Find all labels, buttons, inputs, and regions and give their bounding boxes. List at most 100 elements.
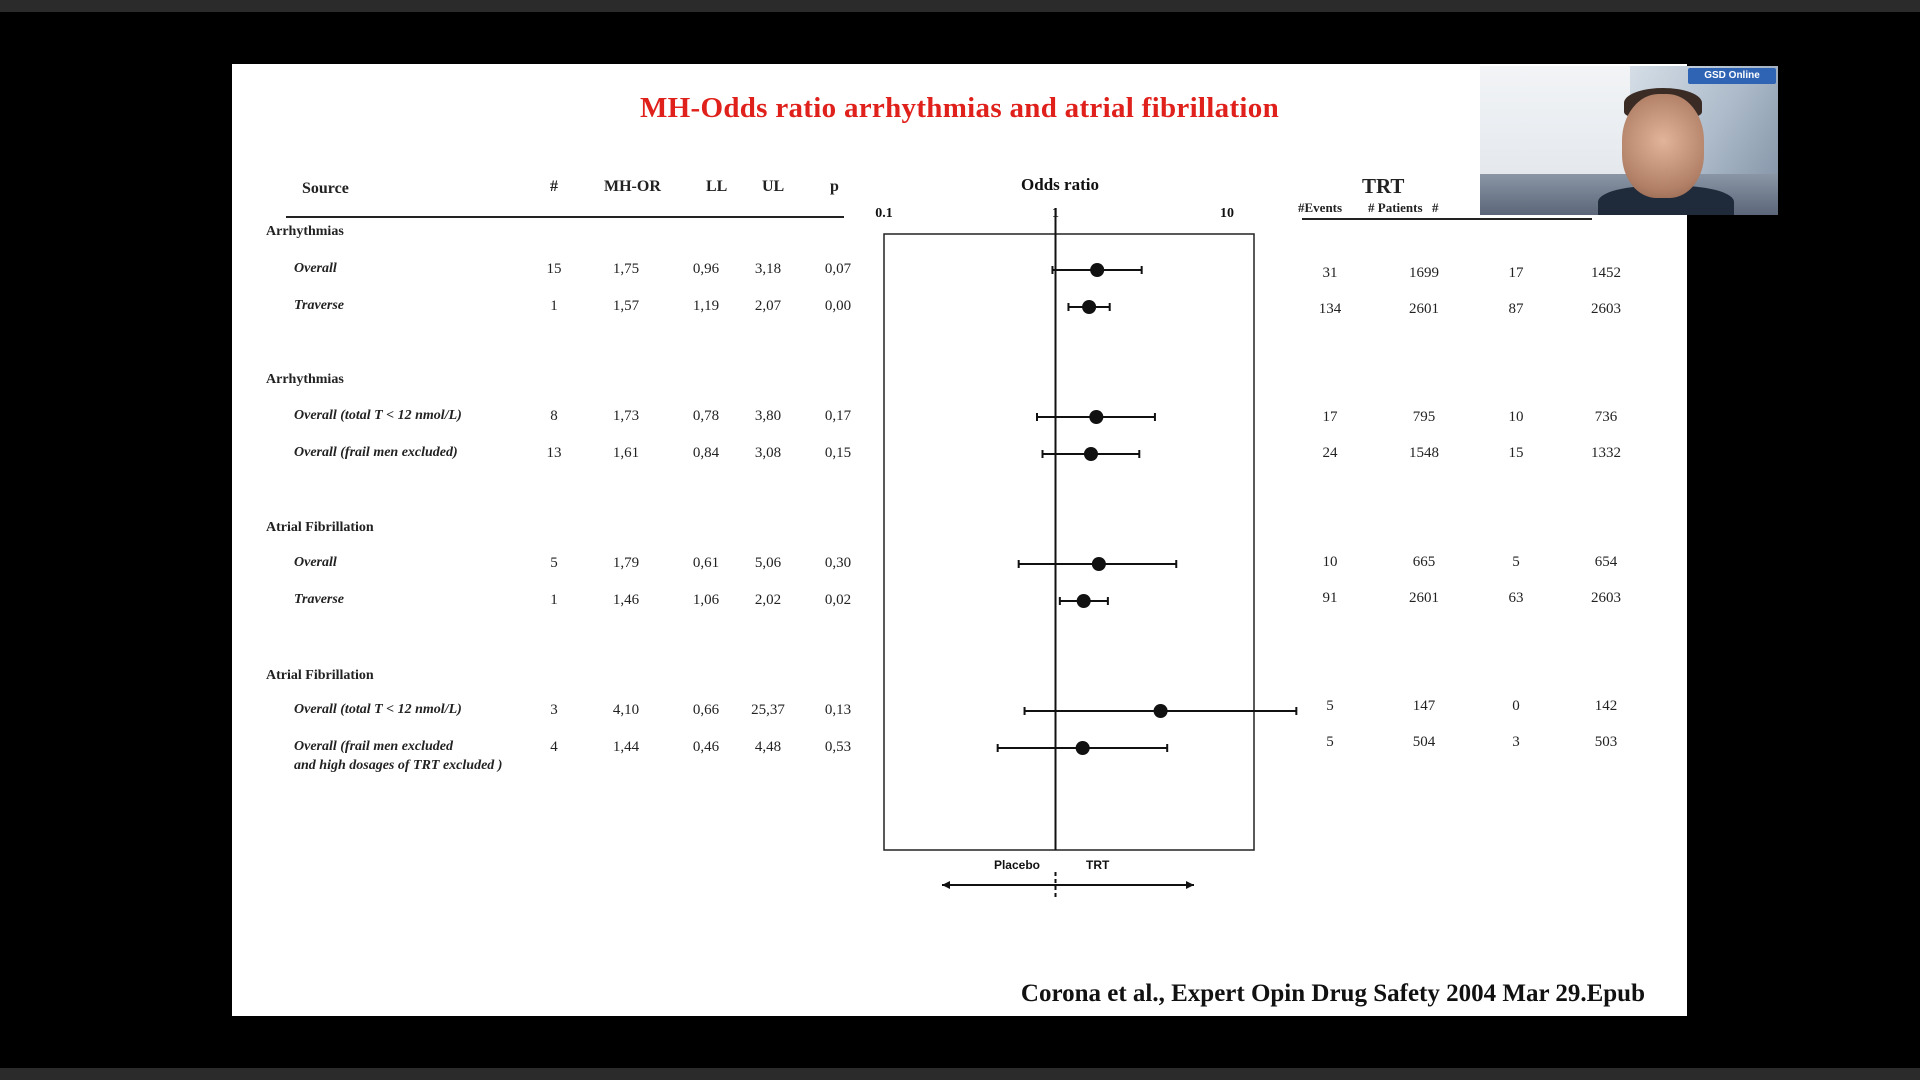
presenter-face <box>1622 94 1704 198</box>
header-source: Source <box>302 180 349 197</box>
header-mhor: MH-OR <box>604 178 661 195</box>
row-events-trt: 10 <box>1322 554 1338 570</box>
row-label: Traverse <box>294 298 345 313</box>
or-point <box>1082 300 1097 314</box>
or-point <box>1089 410 1104 424</box>
row-events-trt: 91 <box>1322 590 1338 606</box>
row-label: Overall (total T < 12 nmol/L) <box>294 408 462 423</box>
trt-sub-events: #Events <box>1298 200 1343 215</box>
row-patients-trt: 665 <box>1412 554 1436 570</box>
or-point <box>1153 704 1168 718</box>
row-mhor: 1,61 <box>612 445 640 461</box>
x-tick-label: 0.1 <box>875 206 893 221</box>
row-ul: 3,18 <box>754 261 782 277</box>
header-n: # <box>550 178 558 195</box>
row-events-ctl: 0 <box>1512 698 1520 714</box>
row-n: 3 <box>550 702 558 718</box>
row-p: 0,07 <box>824 261 852 277</box>
row-ll: 1,06 <box>692 592 720 608</box>
row-n: 5 <box>550 555 558 571</box>
row-p: 0,30 <box>824 555 852 571</box>
control-sub-events: # <box>1432 200 1439 215</box>
row-label: Overall <box>294 555 337 570</box>
plot-title: Odds ratio <box>1021 175 1099 194</box>
row-mhor: 1,73 <box>612 408 640 424</box>
row-ll: 0,46 <box>692 739 720 755</box>
row-mhor: 1,44 <box>612 739 640 755</box>
row-ll: 0,96 <box>692 261 720 277</box>
row-ll: 0,78 <box>692 408 720 424</box>
group-label: Atrial Fibrillation <box>266 668 374 683</box>
row-events-ctl: 5 <box>1512 554 1520 570</box>
group-label: Atrial Fibrillation <box>266 520 374 535</box>
row-ul: 2,07 <box>754 298 782 314</box>
row-events-ctl: 87 <box>1508 301 1524 317</box>
row-label: Overall <box>294 261 337 276</box>
row-patients-trt: 2601 <box>1409 590 1439 606</box>
row-label-continued: and high dosages of TRT excluded ) <box>294 758 503 773</box>
row-p: 0,02 <box>824 592 852 608</box>
row-patients-ctl: 1452 <box>1591 265 1621 281</box>
row-patients-ctl: 503 <box>1594 734 1618 750</box>
row-n: 1 <box>550 592 558 608</box>
row-events-trt: 24 <box>1322 445 1338 461</box>
row-mhor: 1,57 <box>612 298 640 314</box>
x-tick-label: 10 <box>1220 206 1234 221</box>
row-events-ctl: 17 <box>1508 265 1524 281</box>
row-ul: 5,06 <box>754 555 782 571</box>
row-patients-ctl: 736 <box>1594 409 1618 425</box>
row-mhor: 4,10 <box>612 702 640 718</box>
row-patients-trt: 2601 <box>1409 301 1439 317</box>
forest-plot: Odds ratio 0.1110 Placebo TRT <box>875 175 1298 898</box>
row-patients-trt: 1548 <box>1409 445 1439 461</box>
direction-arrow-right <box>1186 881 1194 889</box>
or-point <box>1090 263 1105 277</box>
row-n: 4 <box>550 739 558 755</box>
row-label: Overall (frail men excluded <box>294 739 454 754</box>
screen-top-bar <box>0 0 1920 12</box>
row-n: 8 <box>550 408 558 424</box>
row-ul: 2,02 <box>754 592 782 608</box>
or-point <box>1091 557 1106 571</box>
plot-frame <box>883 233 1255 851</box>
group-label: Arrhythmias <box>266 224 344 239</box>
row-patients-ctl: 1332 <box>1591 445 1621 461</box>
trt-sub-patients: # Patients <box>1368 200 1423 215</box>
or-point <box>1076 594 1091 608</box>
row-ll: 0,61 <box>692 555 720 571</box>
row-patients-trt: 147 <box>1412 698 1436 714</box>
header-ll: LL <box>706 178 728 195</box>
meeting-badge: GSD Online <box>1688 68 1776 84</box>
row-p: 0,15 <box>824 445 852 461</box>
row-patients-ctl: 142 <box>1594 698 1618 714</box>
row-mhor: 1,75 <box>612 261 640 277</box>
row-mhor: 1,46 <box>612 592 640 608</box>
header-ul: UL <box>762 178 785 195</box>
direction-label-trt: TRT <box>1086 858 1110 872</box>
row-events-trt: 17 <box>1322 409 1338 425</box>
row-patients-trt: 795 <box>1412 409 1436 425</box>
row-events-trt: 31 <box>1322 265 1338 281</box>
row-patients-trt: 504 <box>1412 734 1436 750</box>
webcam-video <box>1480 66 1778 215</box>
row-n: 1 <box>550 298 558 314</box>
group-label: Arrhythmias <box>266 372 344 387</box>
row-ul: 3,80 <box>754 408 782 424</box>
slide-title: MH-Odds ratio arrhythmias and atrial fib… <box>639 92 1279 124</box>
row-p: 0,53 <box>824 739 852 755</box>
row-label: Overall (frail men excluded) <box>294 445 458 460</box>
row-events-ctl: 15 <box>1508 445 1524 461</box>
row-events-trt: 5 <box>1326 734 1334 750</box>
row-patients-trt: 1699 <box>1409 265 1439 281</box>
row-ul: 3,08 <box>754 445 782 461</box>
row-events-ctl: 3 <box>1512 734 1520 750</box>
row-mhor: 1,79 <box>612 555 640 571</box>
or-point <box>1083 447 1098 461</box>
citation: Corona et al., Expert Opin Drug Safety 2… <box>1020 980 1645 1007</box>
trt-header: TRT <box>1362 174 1405 198</box>
screen-bottom-bar <box>0 1068 1920 1080</box>
row-events-ctl: 63 <box>1508 590 1524 606</box>
direction-arrow-left <box>942 881 950 889</box>
slide: MH-Odds ratio arrhythmias and atrial fib… <box>232 64 1687 1016</box>
row-ll: 1,19 <box>692 298 720 314</box>
